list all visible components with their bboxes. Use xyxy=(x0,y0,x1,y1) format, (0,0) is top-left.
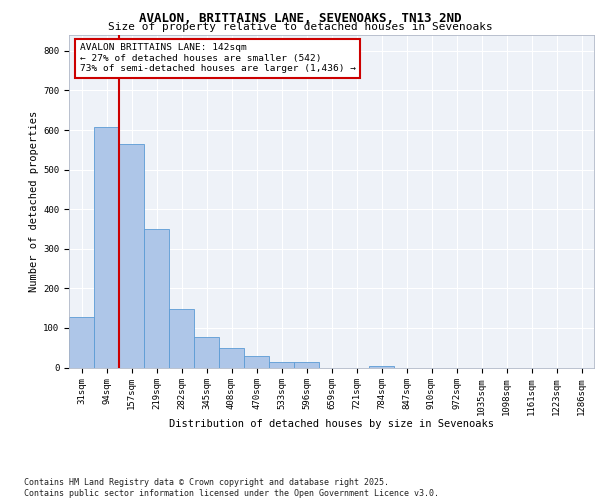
Bar xyxy=(94,127,119,368)
Text: AVALON, BRITTAINS LANE, SEVENOAKS, TN13 2ND: AVALON, BRITTAINS LANE, SEVENOAKS, TN13 … xyxy=(139,12,461,26)
Bar xyxy=(70,317,94,368)
X-axis label: Distribution of detached houses by size in Sevenoaks: Distribution of detached houses by size … xyxy=(169,419,494,429)
Text: Size of property relative to detached houses in Sevenoaks: Size of property relative to detached ho… xyxy=(107,22,493,32)
Bar xyxy=(119,144,143,368)
Text: Contains HM Land Registry data © Crown copyright and database right 2025.
Contai: Contains HM Land Registry data © Crown c… xyxy=(24,478,439,498)
Bar xyxy=(145,229,169,368)
Bar xyxy=(194,336,218,368)
Bar xyxy=(220,348,244,368)
Bar xyxy=(269,362,293,368)
Bar xyxy=(169,309,194,368)
Bar xyxy=(295,362,319,368)
Y-axis label: Number of detached properties: Number of detached properties xyxy=(29,110,39,292)
Bar xyxy=(244,356,269,368)
Bar xyxy=(370,366,394,368)
Text: AVALON BRITTAINS LANE: 142sqm
← 27% of detached houses are smaller (542)
73% of : AVALON BRITTAINS LANE: 142sqm ← 27% of d… xyxy=(79,44,355,73)
